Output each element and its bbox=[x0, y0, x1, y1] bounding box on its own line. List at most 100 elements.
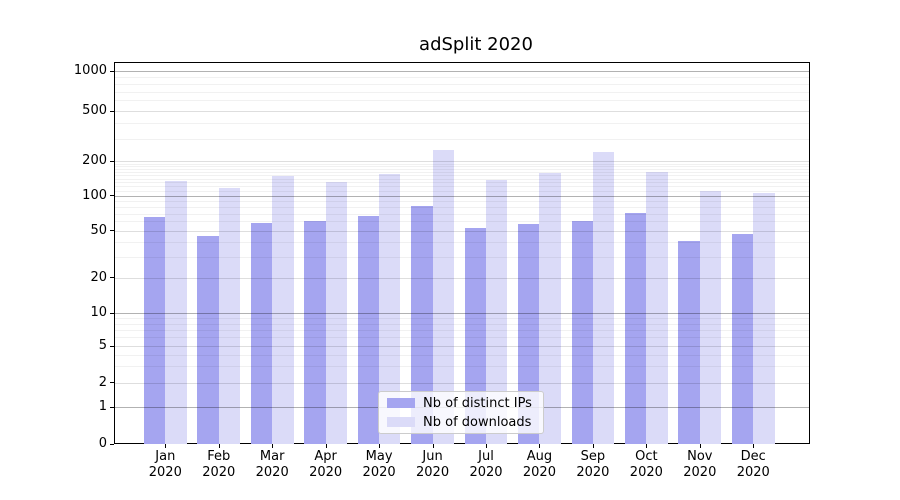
gridline-minor bbox=[115, 166, 809, 168]
y-tick-label: 10 bbox=[90, 305, 107, 320]
x-tick bbox=[486, 444, 487, 448]
gridline-minor bbox=[115, 206, 809, 208]
y-tick bbox=[110, 382, 114, 383]
y-tick bbox=[110, 70, 114, 72]
gridline-minor bbox=[115, 329, 809, 331]
gridline-minor bbox=[115, 77, 809, 79]
x-tick bbox=[539, 444, 541, 448]
bar-sep-distinct-ips bbox=[571, 221, 593, 444]
y-tick-label: 50 bbox=[90, 222, 107, 238]
x-tick-label: Apr 2020 bbox=[309, 449, 343, 480]
bar-apr-downloads bbox=[325, 182, 348, 444]
gridline-minor bbox=[115, 337, 809, 339]
gridline-minor bbox=[115, 190, 809, 192]
x-tick bbox=[592, 444, 594, 448]
bar-apr-distinct-ips bbox=[304, 221, 326, 444]
bar-aug-downloads bbox=[539, 173, 561, 444]
gridline-minor bbox=[115, 123, 809, 125]
x-tick bbox=[165, 444, 167, 448]
gridline bbox=[115, 111, 809, 112]
y-tick-label: 1000 bbox=[73, 63, 107, 78]
gridline-minor bbox=[115, 169, 809, 171]
gridline bbox=[115, 230, 809, 232]
y-tick bbox=[110, 406, 114, 408]
gridline-minor bbox=[115, 366, 809, 368]
bar-jan-distinct-ips bbox=[143, 217, 166, 444]
bar-jun-downloads bbox=[432, 149, 454, 444]
gridline-minor bbox=[115, 83, 809, 85]
x-tick-label: Feb 2020 bbox=[202, 449, 236, 480]
legend-label-downloads: Nb of downloads bbox=[423, 414, 532, 430]
bar-may-downloads bbox=[379, 173, 401, 444]
gridline bbox=[115, 277, 809, 279]
gridline-minor bbox=[115, 163, 809, 165]
bar-dec-downloads bbox=[753, 193, 775, 444]
gridline-minor bbox=[115, 175, 809, 177]
x-tick-label: Jul 2020 bbox=[469, 449, 503, 480]
x-tick-label: Oct 2020 bbox=[629, 449, 663, 480]
y-tick-label: 0 bbox=[98, 436, 107, 451]
gridline-minor bbox=[115, 213, 809, 215]
y-tick-label: 200 bbox=[82, 153, 107, 168]
x-tick-label: Aug 2020 bbox=[522, 449, 556, 480]
gridline-minor bbox=[115, 221, 809, 223]
chart-title: adSplit 2020 bbox=[419, 34, 533, 55]
bar-jul-downloads bbox=[486, 179, 508, 444]
bar-sep-downloads bbox=[592, 152, 615, 444]
x-tick bbox=[272, 444, 274, 448]
y-tick-label: 2 bbox=[98, 374, 107, 390]
gridline bbox=[115, 382, 809, 384]
gridline-minor bbox=[115, 186, 809, 188]
bar-nov-downloads bbox=[699, 190, 722, 444]
gridline-minor bbox=[115, 178, 809, 180]
bar-dec-distinct-ips bbox=[731, 233, 754, 444]
bar-nov-distinct-ips bbox=[678, 240, 700, 444]
legend-label-distinct-ips: Nb of distinct IPs bbox=[423, 395, 532, 411]
bar-feb-distinct-ips bbox=[197, 235, 219, 444]
legend-swatch-distinct-ips bbox=[387, 398, 415, 408]
bar-may-distinct-ips bbox=[357, 216, 380, 444]
x-tick bbox=[325, 444, 327, 448]
gridline-major bbox=[115, 313, 809, 314]
x-tick-label: Dec 2020 bbox=[736, 449, 770, 480]
gridline-minor bbox=[115, 172, 809, 174]
x-tick-label: Sep 2020 bbox=[576, 449, 610, 480]
y-tick bbox=[110, 195, 114, 196]
bar-mar-distinct-ips bbox=[250, 223, 273, 444]
x-tick bbox=[379, 444, 381, 448]
y-tick-label: 100 bbox=[82, 187, 107, 203]
x-tick-label: May 2020 bbox=[362, 449, 396, 480]
legend-item-distinct-ips: Nb of distinct IPs bbox=[387, 396, 535, 411]
y-tick bbox=[110, 230, 114, 231]
gridline-minor bbox=[115, 200, 809, 202]
gridline-minor bbox=[115, 100, 809, 102]
bar-oct-downloads bbox=[646, 172, 668, 444]
x-tick-label: Jun 2020 bbox=[416, 449, 450, 480]
gridline bbox=[115, 346, 809, 347]
y-tick-label: 1 bbox=[98, 399, 107, 414]
y-tick bbox=[110, 277, 114, 278]
gridline-minor bbox=[115, 256, 809, 258]
gridline-minor bbox=[115, 241, 809, 243]
y-tick bbox=[110, 110, 114, 112]
x-tick-label: Nov 2020 bbox=[683, 449, 717, 480]
gridline-minor bbox=[115, 354, 809, 356]
gridline bbox=[115, 161, 809, 162]
x-tick-label: Jan 2020 bbox=[148, 449, 182, 480]
x-tick bbox=[432, 444, 434, 448]
bar-feb-downloads bbox=[218, 188, 241, 444]
x-tick bbox=[699, 444, 701, 448]
y-tick bbox=[110, 312, 114, 314]
legend: Nb of distinct IPs Nb of downloads bbox=[378, 391, 544, 434]
bar-mar-downloads bbox=[272, 176, 294, 444]
bar-jan-downloads bbox=[165, 180, 187, 444]
bar-aug-distinct-ips bbox=[518, 223, 540, 444]
gridline-major bbox=[115, 195, 809, 197]
y-tick-label: 20 bbox=[90, 269, 107, 285]
legend-swatch-downloads bbox=[387, 417, 415, 427]
gridline-minor bbox=[115, 138, 809, 140]
legend-item-downloads: Nb of downloads bbox=[387, 415, 535, 430]
x-tick bbox=[218, 444, 220, 448]
y-tick bbox=[110, 160, 114, 162]
